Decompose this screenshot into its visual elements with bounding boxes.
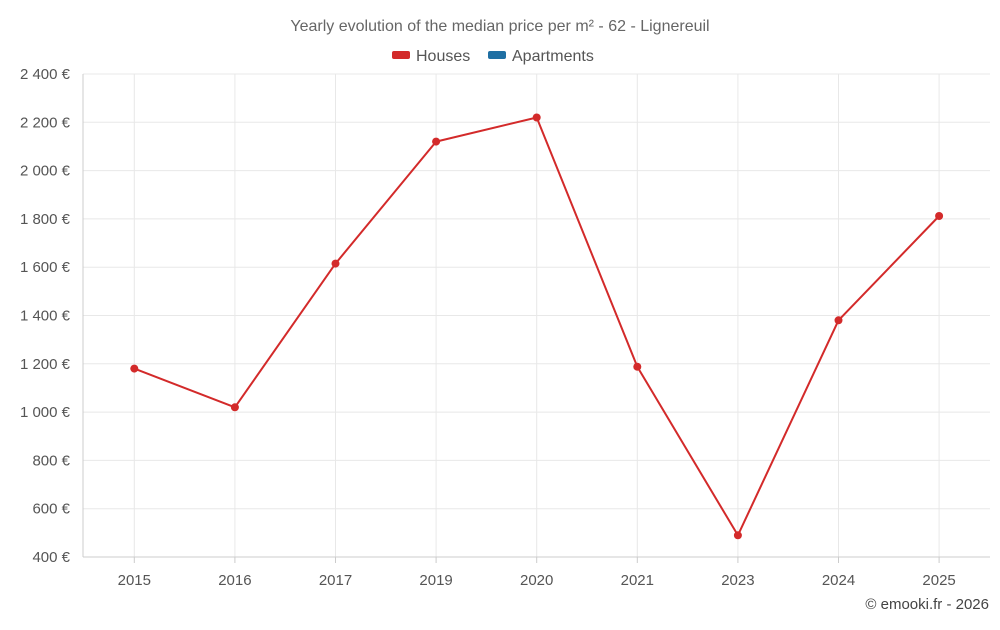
y-tick-label: 1 000 € (20, 404, 71, 421)
x-tick-label: 2025 (922, 572, 955, 589)
data-point[interactable] (633, 362, 642, 371)
data-point[interactable] (935, 212, 944, 220)
chart-title: Yearly evolution of the median price per… (290, 18, 709, 35)
x-tick-label: 2016 (218, 572, 251, 589)
data-point[interactable] (733, 531, 742, 540)
x-tick-label: 2017 (319, 572, 352, 589)
legend-swatch-apartments (488, 51, 506, 59)
y-tick-label: 1 200 € (20, 356, 71, 373)
x-tick-label: 2024 (822, 572, 855, 589)
legend-label-apartments: Apartments (512, 48, 594, 65)
grid (83, 73, 990, 557)
credit-text: © emooki.fr - 2026 (865, 596, 989, 613)
axes (82, 74, 990, 563)
data-point[interactable] (532, 113, 541, 122)
data-point[interactable] (432, 137, 441, 146)
y-tick-label: 2 400 € (20, 66, 71, 83)
y-tick-label: 2 200 € (20, 114, 71, 131)
legend-item-houses[interactable]: Houses (392, 48, 470, 65)
y-tick-label: 1 400 € (20, 308, 71, 325)
legend: Houses Apartments (392, 48, 594, 65)
x-tick-label: 2023 (721, 572, 754, 589)
legend-swatch-houses (392, 51, 410, 59)
x-axis-tick-labels: 2015 2016 2017 2019 2020 2021 2023 2024 2025 (118, 572, 956, 589)
y-tick-label: 600 € (32, 501, 70, 518)
x-tick-label: 2021 (621, 572, 654, 589)
x-tick-label: 2019 (419, 572, 452, 589)
series-houses (130, 113, 944, 540)
legend-label-houses: Houses (416, 48, 470, 65)
data-point[interactable] (230, 403, 239, 412)
y-tick-label: 1 600 € (20, 259, 71, 276)
data-point[interactable] (130, 364, 139, 373)
y-axis-tick-labels: 400 € 600 € 800 € 1 000 € 1 200 € 1 400 € 1 60… (20, 66, 71, 566)
data-point[interactable] (834, 316, 843, 325)
y-tick-label: 800 € (32, 452, 70, 469)
y-tick-label: 2 000 € (20, 163, 71, 180)
x-tick-label: 2015 (118, 572, 151, 589)
y-tick-label: 400 € (32, 549, 70, 566)
x-tick-label: 2020 (520, 572, 553, 589)
y-tick-label: 1 800 € (20, 211, 71, 228)
data-point[interactable] (331, 259, 340, 268)
legend-item-apartments[interactable]: Apartments (488, 48, 594, 65)
